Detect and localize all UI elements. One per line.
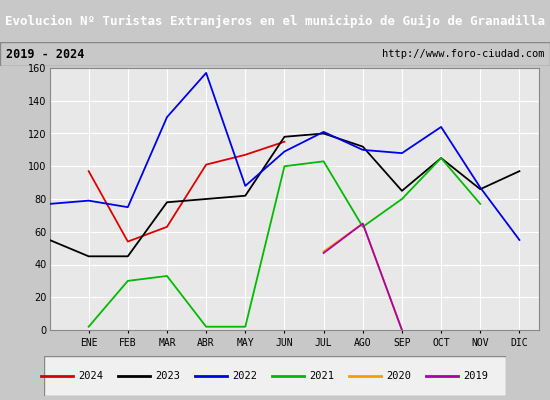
Text: http://www.foro-ciudad.com: http://www.foro-ciudad.com xyxy=(382,49,544,59)
Text: 2019: 2019 xyxy=(463,371,488,381)
Text: 2022: 2022 xyxy=(232,371,257,381)
Text: 2024: 2024 xyxy=(78,371,103,381)
Text: Evolucion Nº Turistas Extranjeros en el municipio de Guijo de Granadilla: Evolucion Nº Turistas Extranjeros en el … xyxy=(5,14,545,28)
FancyBboxPatch shape xyxy=(44,356,506,396)
Text: 2021: 2021 xyxy=(309,371,334,381)
Text: 2019 - 2024: 2019 - 2024 xyxy=(6,48,84,60)
Text: 2020: 2020 xyxy=(386,371,411,381)
Text: 2023: 2023 xyxy=(155,371,180,381)
